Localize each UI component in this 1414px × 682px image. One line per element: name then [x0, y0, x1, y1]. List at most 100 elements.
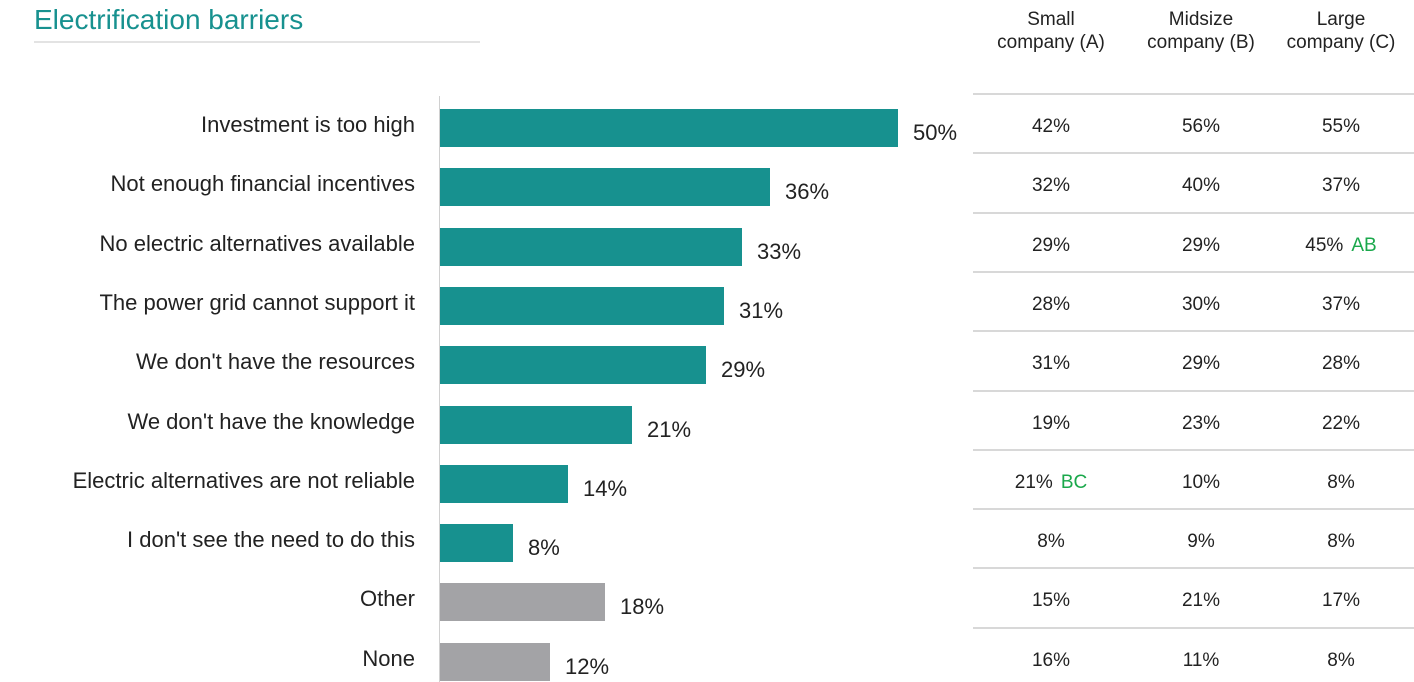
- table-cell: 22%: [1266, 413, 1414, 435]
- table-cell: 10%: [1126, 472, 1276, 494]
- table-cell: 29%: [1126, 235, 1276, 257]
- cell-value: 29%: [1181, 353, 1221, 375]
- table-row-divider: [973, 508, 1414, 511]
- category-label: No electric alternatives available: [99, 230, 416, 256]
- column-header-line: company (A): [997, 32, 1105, 53]
- bar: [440, 286, 724, 325]
- table-cell: 8%: [1266, 650, 1414, 672]
- table-cell: 40%: [1126, 175, 1276, 197]
- cell-value: 32%: [1031, 175, 1071, 197]
- bar: [440, 583, 605, 622]
- table-cell: 56%: [1126, 116, 1276, 138]
- cell-value: 8%: [1037, 531, 1065, 553]
- table-cell: 21%: [1126, 590, 1276, 612]
- cell-value: 29%: [1181, 234, 1221, 256]
- table-cell: 32%: [976, 175, 1126, 197]
- cell-value: 9%: [1187, 531, 1215, 553]
- bar-value-label: 31%: [739, 297, 784, 323]
- cell-value: 55%: [1321, 116, 1361, 137]
- table-cell: 42%: [976, 116, 1126, 138]
- table-row-divider: [973, 567, 1414, 570]
- table-cell: 9%: [1126, 531, 1276, 553]
- cell-value: 22%: [1321, 412, 1361, 434]
- cell-value: 10%: [1181, 471, 1221, 493]
- table-cell: 8%: [1266, 531, 1414, 553]
- category-label: We don't have the knowledge: [127, 408, 415, 434]
- cell-value: 16%: [1031, 649, 1071, 671]
- title-underline: [34, 41, 480, 43]
- bar-axis-line: [439, 96, 440, 682]
- category-label: Other: [359, 586, 415, 612]
- cell-value: 8%: [1327, 471, 1355, 493]
- table-row-divider: [973, 389, 1414, 392]
- cell-value: 21%: [1014, 471, 1053, 493]
- table-cell: 30%: [1126, 294, 1276, 316]
- table-cell: 45% AB: [1266, 235, 1414, 257]
- bar: [440, 405, 632, 444]
- cell-value: 42%: [1031, 116, 1071, 137]
- table-cell: 8%: [1266, 472, 1414, 494]
- column-header-line: Midsize: [1168, 9, 1234, 30]
- column-header-line: company (B): [1147, 32, 1255, 53]
- table-cell: 29%: [976, 235, 1126, 257]
- cell-value: 37%: [1321, 293, 1361, 315]
- column-header-line: company (C): [1286, 32, 1396, 53]
- cell-value: 17%: [1321, 590, 1361, 612]
- column-header: Midsize company (B): [1126, 8, 1276, 54]
- bar-value-label: 14%: [583, 475, 628, 501]
- cell-value: 37%: [1321, 175, 1361, 197]
- table-cell: 23%: [1126, 413, 1276, 435]
- table-cell: 55%: [1266, 116, 1414, 138]
- column-header-line: Large: [1316, 9, 1366, 30]
- table-row-divider: [973, 93, 1414, 95]
- cell-value: 45%: [1305, 234, 1344, 256]
- table-cell: 21% BC: [976, 472, 1126, 494]
- table-cell: 29%: [1126, 353, 1276, 375]
- cell-value: 40%: [1181, 175, 1221, 197]
- cell-value: 30%: [1181, 293, 1221, 315]
- table-row-divider: [973, 330, 1414, 333]
- table-row-divider: [973, 152, 1414, 155]
- table-cell: 37%: [1266, 294, 1414, 316]
- cell-value: 15%: [1031, 590, 1071, 612]
- table-row-divider: [973, 448, 1414, 451]
- column-header: Small company (A): [976, 8, 1126, 54]
- bar: [440, 346, 706, 385]
- cell-value: 31%: [1031, 353, 1071, 375]
- cell-value: 8%: [1327, 649, 1355, 671]
- table-cell: 8%: [976, 531, 1126, 553]
- table-cell: 16%: [976, 650, 1126, 672]
- bar-value-label: 33%: [757, 238, 802, 264]
- bar-value-label: 18%: [620, 594, 665, 620]
- table-row-divider: [973, 211, 1414, 214]
- category-label: I don't see the need to do this: [127, 527, 415, 553]
- cell-value: 29%: [1031, 234, 1071, 256]
- cell-value: 56%: [1181, 116, 1221, 137]
- category-label: None: [362, 645, 415, 671]
- cell-value: 11%: [1182, 649, 1220, 671]
- category-label: Investment is too high: [200, 112, 415, 137]
- cell-value: 28%: [1031, 293, 1071, 315]
- table-row-divider: [973, 626, 1414, 629]
- bar: [440, 168, 770, 207]
- table-cell: 17%: [1266, 590, 1414, 612]
- table-cell: 37%: [1266, 175, 1414, 197]
- table-row-divider: [973, 270, 1414, 273]
- table-cell: 15%: [976, 590, 1126, 612]
- cell-value: 21%: [1181, 590, 1221, 612]
- bar: [440, 642, 550, 681]
- bar: [440, 464, 568, 503]
- chart-title: Electrification barriers: [34, 4, 304, 35]
- bar-value-label: 50%: [913, 120, 958, 145]
- cell-value: 19%: [1031, 412, 1071, 434]
- column-header-line: Small: [1027, 9, 1075, 30]
- column-header: Large company (C): [1266, 8, 1414, 54]
- significance-marker: BC: [1060, 471, 1088, 493]
- table-cell: 19%: [976, 413, 1126, 435]
- cell-value: 8%: [1327, 531, 1355, 553]
- bar-value-label: 21%: [647, 416, 692, 442]
- category-label: We don't have the resources: [136, 349, 415, 375]
- bar-value-label: 36%: [785, 179, 830, 205]
- table-cell: 28%: [976, 294, 1126, 316]
- table-cell: 31%: [976, 353, 1126, 375]
